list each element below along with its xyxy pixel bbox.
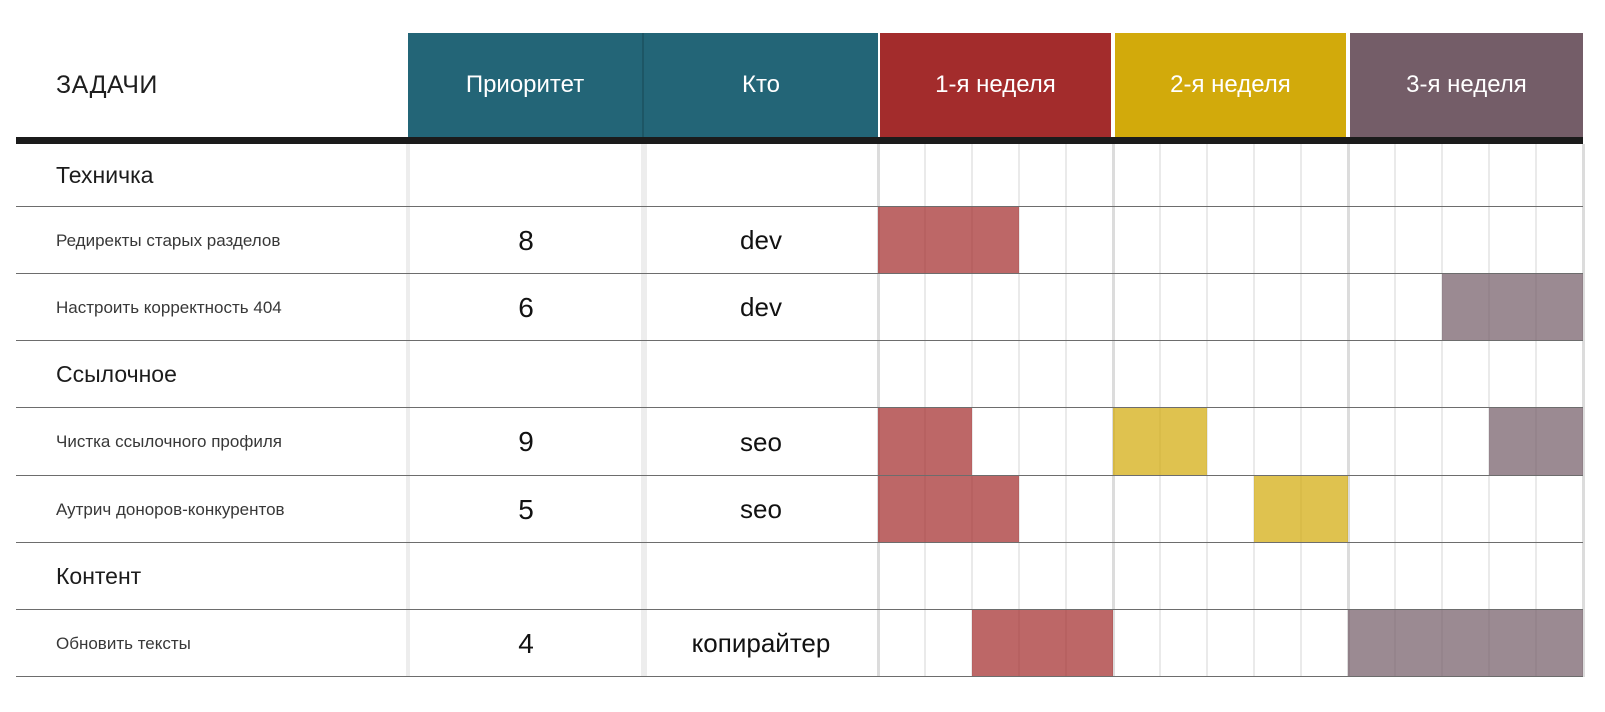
section-label: Контент (56, 563, 142, 589)
grid-line (1065, 144, 1067, 677)
gantt-bar-purple (1442, 274, 1583, 341)
grid-line (406, 144, 410, 677)
priority-value: 8 (518, 224, 534, 256)
gantt-row-task: Настроить корректность 404 6 dev (0, 274, 1605, 341)
who-value: dev (740, 292, 782, 322)
meta-header-group: Приоритет Кто (408, 33, 878, 137)
row-separator (16, 475, 1583, 476)
priority-value: 4 (518, 627, 534, 659)
grid-line (1018, 144, 1020, 677)
gantt-bar-purple (1489, 408, 1583, 476)
gantt-row-section: Ссылочное (0, 341, 1605, 408)
row-separator (16, 676, 1583, 677)
rows-container: Техничка Редиректы старых разделов 8 dev Нас… (0, 144, 1605, 677)
task-label: Редиректы старых разделов (56, 230, 281, 250)
section-label: Ссылочное (56, 361, 177, 387)
task-label: Аутрич доноров-конкурентов (56, 499, 285, 519)
task-label: Чистка ссылочного профиля (56, 432, 282, 451)
task-label: Настроить корректность 404 (56, 297, 282, 317)
week1-column-header: 1-я неделя (880, 33, 1111, 137)
header-divider-line (16, 137, 1583, 144)
gantt-bar-yellow (1254, 476, 1348, 543)
grid-line (1394, 144, 1396, 677)
gantt-row-task: Обновить тексты 4 копирайтер (0, 610, 1605, 677)
priority-value: 6 (518, 291, 534, 323)
grid-line (1347, 144, 1350, 677)
gantt-bar-red (972, 610, 1113, 677)
week3-column-header: 3-я неделя (1350, 33, 1583, 137)
grid-line (971, 144, 973, 677)
row-separator (16, 273, 1583, 274)
gantt-body: Техничка Редиректы старых разделов 8 dev Нас… (0, 144, 1605, 677)
row-separator (16, 340, 1583, 341)
who-value: seo (740, 494, 782, 524)
priority-value: 5 (518, 493, 534, 525)
priority-column-header: Приоритет (408, 33, 644, 137)
row-separator (16, 609, 1583, 610)
gantt-row-section: Техничка (0, 144, 1605, 207)
priority-value: 9 (518, 426, 534, 457)
gantt-row-task: Чистка ссылочного профиля 9 seo (0, 408, 1605, 476)
who-value: dev (740, 225, 782, 255)
gantt-bar-yellow (1113, 408, 1207, 476)
gantt-bar-red (878, 207, 1019, 274)
task-label: Обновить тексты (56, 633, 191, 653)
row-separator (16, 206, 1583, 207)
week2-column-header: 2-я неделя (1115, 33, 1346, 137)
grid-line (641, 144, 647, 677)
gantt-row-task: Редиректы старых разделов 8 dev (0, 207, 1605, 274)
section-label: Техничка (56, 162, 154, 188)
row-separator (16, 407, 1583, 408)
who-value: копирайтер (691, 628, 831, 658)
grid-line (1253, 144, 1255, 677)
grid-line (1582, 144, 1585, 677)
gantt-bar-purple (1348, 610, 1583, 677)
who-column-header: Кто (741, 71, 781, 98)
tasks-column-header: ЗАДАЧИ (56, 70, 158, 99)
gantt-row-section: Контент (0, 543, 1605, 610)
grid-line (1206, 144, 1208, 677)
gantt-bar-red (878, 476, 1019, 543)
row-separator (16, 542, 1583, 543)
who-value: seo (740, 426, 782, 457)
grid-line (1441, 144, 1443, 677)
gantt-row-task: Аутрич доноров-конкурентов 5 seo (0, 476, 1605, 543)
gantt-bar-red (878, 408, 972, 476)
grid-line (1300, 144, 1302, 677)
